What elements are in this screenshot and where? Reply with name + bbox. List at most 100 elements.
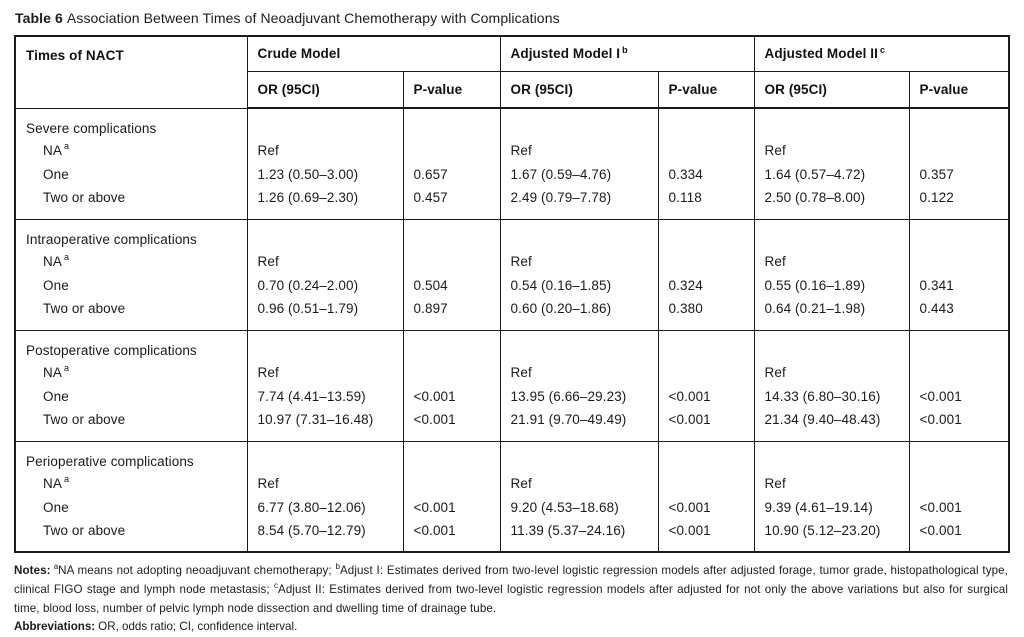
or-ci-cell: 13.95 (6.66–29.23) [499, 384, 659, 408]
header-sub-row: OR (95CI) P-value OR (95CI) P-value OR (… [15, 71, 1010, 109]
data-row-one: One 1.23 (0.50–3.00) 0.657 1.67 (0.59–4.76)… [15, 162, 1010, 186]
section-title-row: Severe complications [15, 108, 1010, 138]
section-name: Severe complications [26, 121, 157, 136]
or-ci-cell: 1.23 (0.50–3.00) [246, 162, 403, 186]
adjusted-model-2-footnote-marker: c [879, 44, 885, 55]
empty-cell [402, 330, 501, 360]
or-ci-cell: Ref [499, 360, 659, 384]
or-ci-cell: 1.67 (0.59–4.76) [499, 162, 659, 186]
abbreviations-label: Abbreviations: [14, 620, 96, 634]
p-value-cell [908, 249, 1010, 273]
row-footnote-marker: a [63, 141, 69, 151]
or-ci-cell: 2.50 (0.78–8.00) [753, 186, 910, 219]
p-value-cell: <0.001 [657, 519, 755, 552]
section-name: Perioperative complications [26, 454, 194, 469]
adjusted-model-2-label: Adjusted Model II [764, 46, 878, 62]
p-value-cell [657, 249, 755, 273]
table-title-text: Association Between Times of Neoadjuvant… [66, 10, 560, 26]
p-value-cell: 0.324 [657, 273, 755, 297]
section-perioperative-complications: Perioperative complications NA a Ref Ref Ref O… [15, 441, 1010, 552]
row-label: NA a [43, 363, 69, 380]
data-row-two-or-above: Two or above 0.96 (0.51–1.79) 0.897 0.60 (0… [15, 297, 1010, 330]
times-of-nact-label: Times of NACT [26, 48, 124, 63]
notes-text: aNA means not adopting neoadjuvant chemo… [14, 562, 1009, 615]
p-value-cell: 0.657 [402, 162, 501, 186]
empty-cell [657, 219, 755, 249]
p-value-cell: <0.001 [402, 495, 501, 519]
empty-cell [908, 108, 1010, 138]
or-ci-cell: 10.97 (7.31–16.48) [246, 408, 403, 441]
row-label: Two or above [43, 523, 126, 538]
empty-cell [246, 108, 403, 138]
p-value-cell: 0.118 [657, 186, 755, 219]
or-ci-cell: Ref [499, 138, 659, 162]
row-label: NA a [43, 141, 69, 158]
or-ci-cell: 21.34 (9.40–48.43) [753, 408, 910, 441]
p-value-cell [402, 360, 501, 384]
or-ci-cell: Ref [246, 138, 403, 162]
p-value-cell: 0.504 [402, 273, 501, 297]
section-title-row: Postoperative complications [15, 330, 1010, 360]
p-value-cell: 0.457 [402, 186, 501, 219]
or-ci-cell: 0.55 (0.16–1.89) [753, 273, 910, 297]
row-footnote-marker: a [63, 363, 69, 373]
p-value-cell: 0.341 [908, 273, 1010, 297]
empty-cell [402, 441, 501, 471]
or-ci-cell: 1.64 (0.57–4.72) [753, 162, 910, 186]
empty-cell [499, 441, 659, 471]
table-caption: Table 6 Association Between Times of Neoa… [15, 10, 1008, 26]
p-value-cell: <0.001 [402, 384, 501, 408]
or-ci-cell: 14.33 (6.80–30.16) [753, 384, 910, 408]
or-ci-cell: 6.77 (3.80–12.06) [246, 495, 403, 519]
paper-table-page: Table 6 Association Between Times of Neoa… [14, 10, 1011, 634]
data-row-one: One 0.70 (0.24–2.00) 0.504 0.54 (0.16–1.85)… [15, 273, 1010, 297]
p-value-cell: 0.334 [657, 162, 755, 186]
or-ci-cell: 0.70 (0.24–2.00) [246, 273, 403, 297]
row-label: Two or above [43, 412, 126, 428]
p-value-cell: <0.001 [402, 519, 501, 552]
p-value-cell [908, 138, 1010, 162]
empty-cell [753, 219, 910, 249]
col-header-times-of-nact: Times of NACT [15, 36, 247, 108]
or-ci-cell: 1.26 (0.69–2.30) [246, 186, 403, 219]
data-row-na: NA a Ref Ref Ref [15, 249, 1010, 273]
empty-cell [657, 108, 755, 138]
section-intraoperative-complications: Intraoperative complications NA a Ref Ref Ref… [15, 219, 1010, 330]
or-ci-cell: Ref [499, 249, 659, 273]
col-header-pvalue-adjusted-1: P-value [657, 71, 755, 109]
p-value-cell [908, 360, 1010, 384]
empty-cell [499, 108, 659, 138]
or-ci-cell: 0.54 (0.16–1.85) [499, 273, 659, 297]
table-number: Table 6 [15, 10, 63, 26]
or-ci-cell: Ref [753, 249, 910, 273]
empty-cell [753, 441, 910, 471]
col-header-pvalue-crude: P-value [402, 71, 501, 109]
p-value-cell: 0.897 [402, 297, 501, 330]
section-severe-complications: Severe complications NA a Ref Ref Ref One 1.23 … [15, 108, 1010, 219]
p-value-cell: 0.380 [657, 297, 755, 330]
row-label: Two or above [43, 190, 126, 206]
row-footnote-marker: a [63, 252, 69, 262]
section-name: Intraoperative complications [26, 232, 197, 247]
p-value-cell: <0.001 [657, 408, 755, 441]
or-ci-cell: 0.60 (0.20–1.86) [499, 297, 659, 330]
or-ci-cell: 21.91 (9.70–49.49) [499, 408, 659, 441]
empty-cell [499, 330, 659, 360]
section-title-row: Perioperative complications [15, 441, 1010, 471]
row-label: Two or above [43, 301, 126, 317]
empty-cell [753, 108, 910, 138]
p-value-cell [402, 471, 501, 495]
p-value-cell: 0.443 [908, 297, 1010, 330]
col-header-crude-model: Crude Model [246, 36, 501, 72]
or-ci-cell: Ref [499, 471, 659, 495]
note-footnote-marker: a [53, 562, 59, 572]
empty-cell [753, 330, 910, 360]
adjusted-model-1-footnote-marker: b [622, 44, 628, 55]
data-row-one: One 6.77 (3.80–12.06) <0.001 9.20 (4.53–18.… [15, 495, 1010, 519]
col-header-or-adjusted-1: OR (95CI) [499, 71, 659, 109]
or-ci-cell: Ref [753, 138, 910, 162]
p-value-cell: <0.001 [657, 495, 755, 519]
data-row-na: NA a Ref Ref Ref [15, 360, 1010, 384]
p-value-cell: <0.001 [657, 384, 755, 408]
p-value-cell: <0.001 [402, 408, 501, 441]
